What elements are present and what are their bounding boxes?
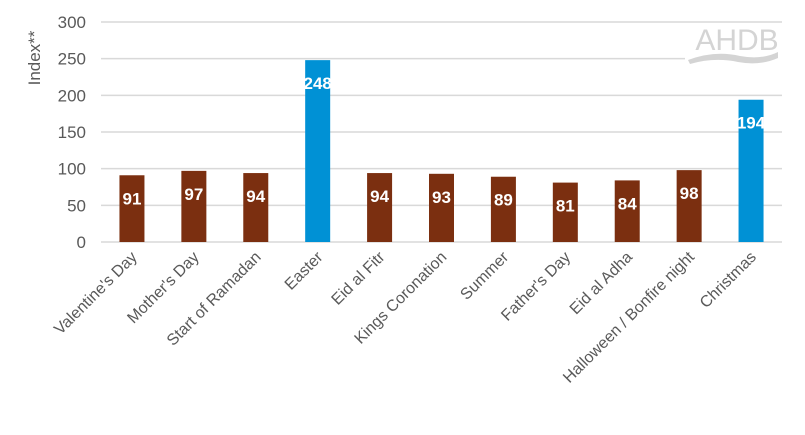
bar — [119, 175, 145, 242]
bar — [429, 173, 454, 242]
y-tick-label: 0 — [77, 233, 86, 252]
bars: 91 97 94 248 94 93 89 81 84 98 194 — [119, 60, 766, 243]
bar — [614, 180, 640, 242]
data-label: 84 — [618, 194, 637, 213]
data-label: 91 — [122, 189, 141, 208]
data-label: 97 — [184, 185, 203, 204]
bar — [738, 99, 764, 242]
y-tick-label: 200 — [58, 86, 86, 105]
x-tick-label: Halloween / Bonfire night — [560, 248, 698, 386]
bar — [181, 170, 207, 242]
bar — [367, 173, 393, 242]
x-tick-label: Christmas — [697, 249, 760, 312]
data-label: 94 — [370, 187, 389, 206]
bar — [676, 170, 702, 242]
bar — [243, 173, 269, 242]
x-tick-label: Summer — [457, 248, 512, 303]
data-label: 93 — [432, 188, 451, 207]
x-tick-label: Easter — [282, 248, 327, 293]
y-tick-label: 50 — [67, 196, 86, 215]
y-axis-label: Index** — [25, 30, 44, 85]
data-label: 248 — [303, 74, 331, 93]
bar — [490, 176, 516, 242]
data-label: 98 — [680, 184, 699, 203]
logo-text: AHDB — [695, 24, 778, 57]
y-tick-label: 150 — [58, 123, 86, 142]
y-tick-label: 300 — [58, 13, 86, 32]
y-axis-ticks: 0 50 100 150 200 250 300 — [58, 13, 86, 252]
data-label: 81 — [556, 197, 575, 216]
gridlines — [101, 21, 782, 243]
data-label: 89 — [494, 191, 513, 210]
x-tick-label: Eid al Fitr — [329, 248, 389, 308]
y-tick-label: 100 — [58, 160, 86, 179]
bar — [305, 60, 331, 243]
x-tick-label: Valentine's Day — [51, 249, 140, 338]
data-label: 194 — [737, 114, 766, 133]
bar — [552, 182, 578, 242]
data-label: 94 — [246, 187, 265, 206]
y-tick-label: 250 — [58, 50, 86, 69]
ahdb-logo: AHDB — [688, 24, 779, 64]
